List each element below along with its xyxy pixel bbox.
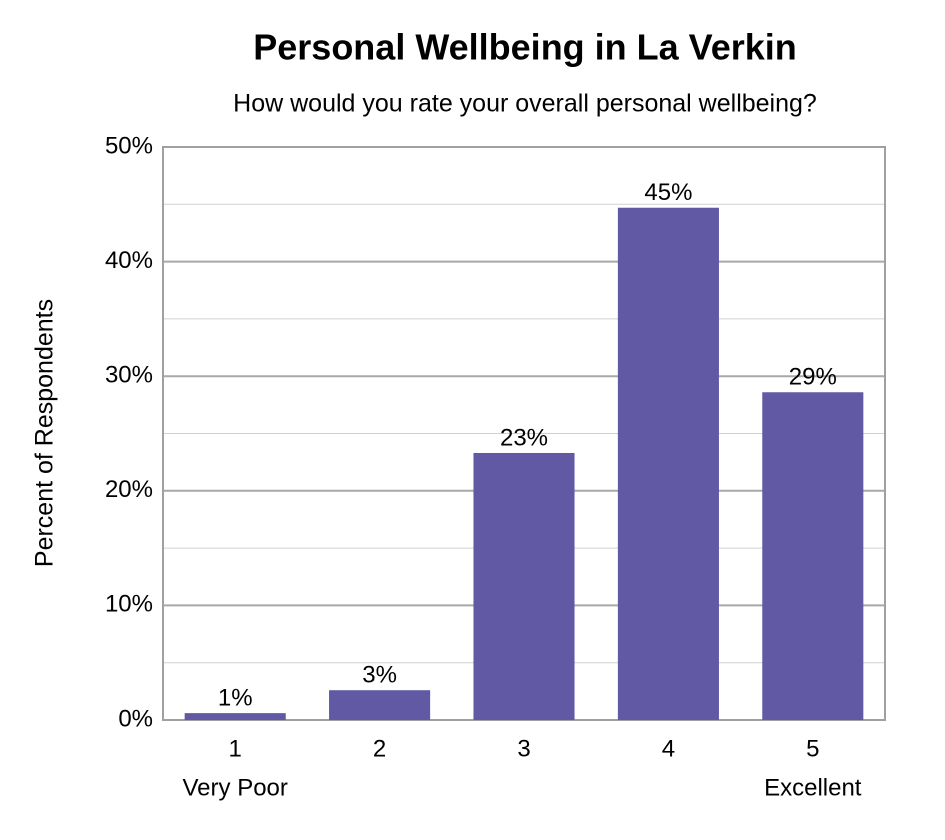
data-label: 23%: [500, 424, 548, 451]
y-tick-label: 0%: [118, 705, 153, 732]
data-label: 45%: [644, 179, 692, 206]
x-tick-label: 1: [229, 735, 242, 762]
y-axis-label: Percent of Respondents: [31, 299, 59, 567]
x-tick-label: 5: [806, 735, 819, 762]
x-tick-label: 4: [662, 735, 675, 762]
x-tick-label: 2: [373, 735, 386, 762]
y-tick-label: 50%: [105, 132, 153, 159]
x-tick-label: 3: [517, 735, 530, 762]
chart-title: Personal Wellbeing in La Verkin: [253, 27, 797, 68]
y-tick-label: 40%: [105, 247, 153, 274]
bar: [762, 392, 864, 720]
x-tick-sublabel: Very Poor: [183, 774, 288, 801]
data-label: 1%: [218, 684, 253, 711]
y-tick-label: 30%: [105, 362, 153, 389]
data-label: 3%: [362, 662, 397, 689]
bar: [473, 452, 575, 720]
y-tick-label: 20%: [105, 476, 153, 503]
data-label: 29%: [789, 364, 837, 391]
chart-subtitle: How would you rate your overall personal…: [233, 90, 817, 118]
y-tick-label: 10%: [105, 591, 153, 618]
bar: [617, 207, 719, 720]
bar: [184, 713, 286, 720]
x-tick-sublabel: Excellent: [764, 774, 862, 801]
bar: [329, 690, 431, 720]
